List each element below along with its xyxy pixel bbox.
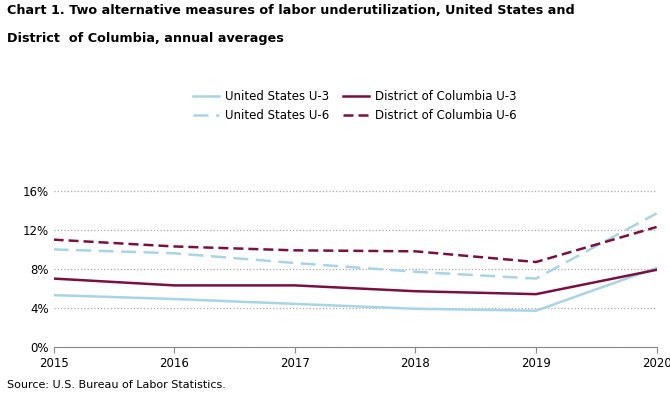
Legend: United States U-3, United States U-6, District of Columbia U-3, District of Colu: United States U-3, United States U-6, Di… [193,91,517,123]
Text: Source: U.S. Bureau of Labor Statistics.: Source: U.S. Bureau of Labor Statistics. [7,380,226,390]
Text: District  of Columbia, annual averages: District of Columbia, annual averages [7,32,283,45]
Text: Chart 1. Two alternative measures of labor underutilization, United States and: Chart 1. Two alternative measures of lab… [7,4,574,17]
